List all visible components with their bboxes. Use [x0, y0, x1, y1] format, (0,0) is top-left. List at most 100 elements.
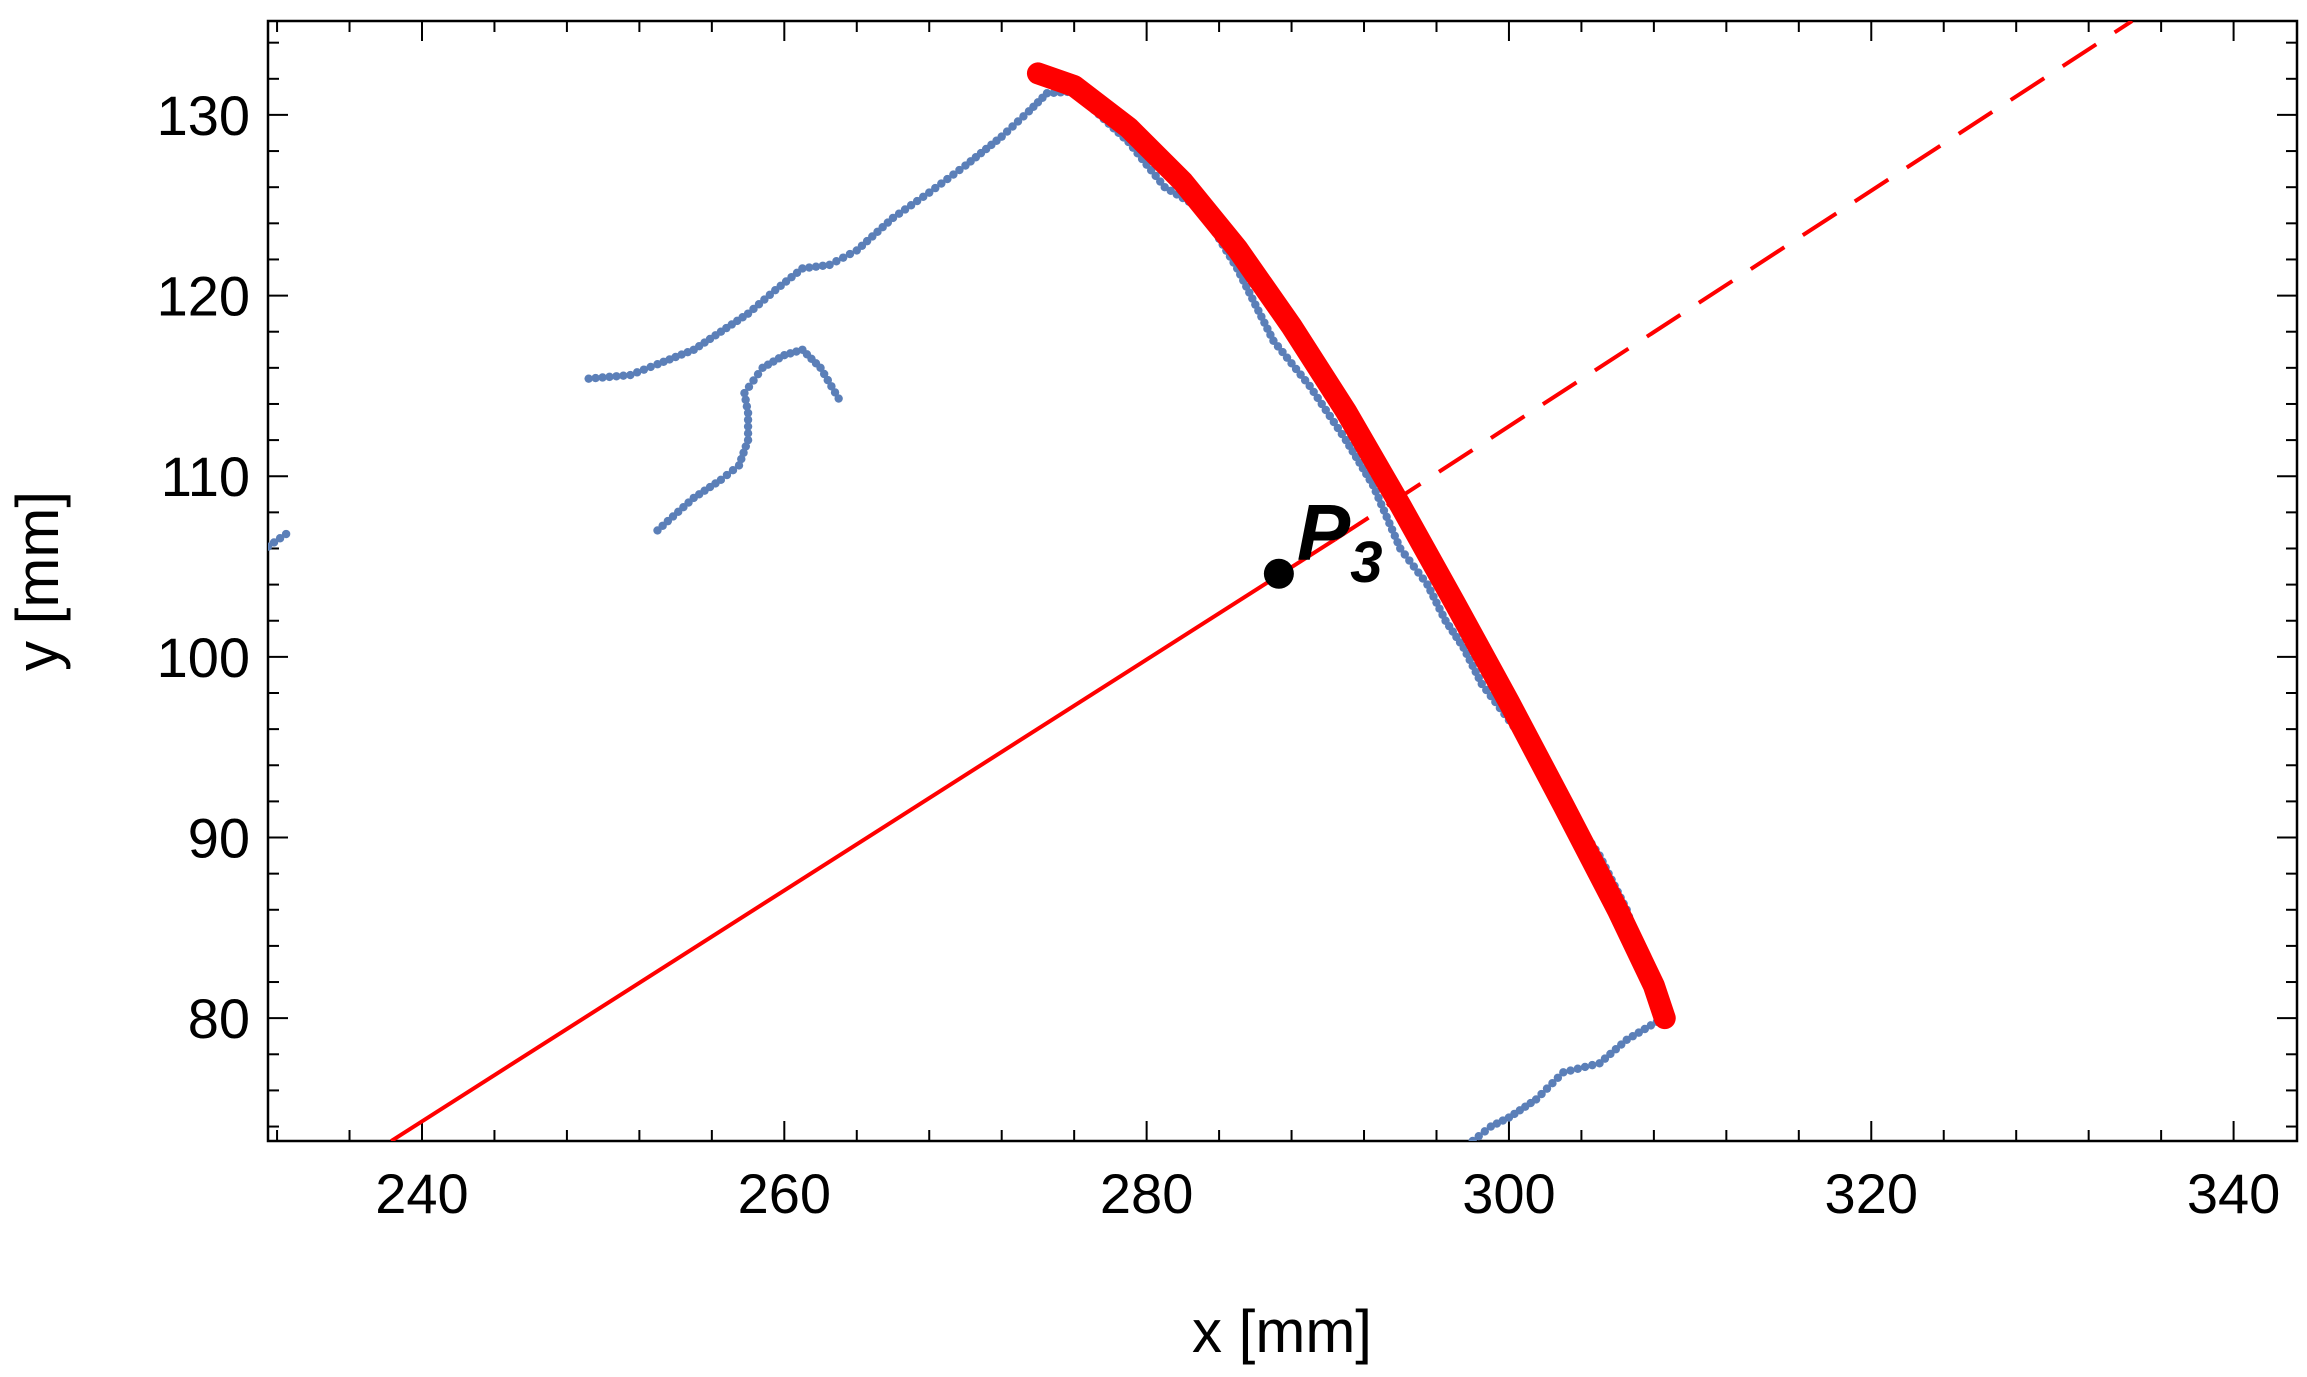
scan-point — [1300, 376, 1310, 385]
scan-point — [937, 179, 946, 188]
scan-point — [1405, 556, 1414, 565]
scan-point — [743, 415, 753, 424]
scan-point — [1468, 1136, 1477, 1141]
x-tick-label: 240 — [375, 1162, 468, 1225]
scan-point — [275, 534, 285, 543]
y-tick-label: 80 — [188, 987, 250, 1050]
scan-point — [1329, 417, 1339, 427]
scan-point — [1273, 342, 1283, 351]
scan-point — [1559, 1068, 1568, 1077]
scan-point — [1002, 127, 1012, 136]
x-axis-title: x [mm] — [1192, 1298, 1372, 1365]
scan-point — [1296, 370, 1305, 379]
x-tick-label: 280 — [1100, 1162, 1193, 1225]
scan-point — [1640, 1024, 1650, 1034]
scan-point — [598, 373, 607, 382]
scan-point — [819, 369, 829, 379]
scan-point — [949, 170, 958, 179]
scan-point — [1146, 166, 1156, 175]
scan-point — [1287, 359, 1296, 368]
y-tick-label: 120 — [157, 265, 250, 328]
scan-point — [906, 201, 916, 210]
scan-point — [827, 382, 836, 391]
scan-point — [743, 429, 753, 438]
scan-point — [834, 394, 843, 403]
scan-point — [832, 257, 841, 266]
ray-dashed-line — [1333, 21, 2134, 542]
y-tick-label: 100 — [157, 626, 250, 689]
y-tick-label: 90 — [188, 807, 250, 870]
scan-point — [1013, 117, 1023, 126]
scan-point — [1317, 399, 1326, 409]
scan-point — [918, 192, 928, 202]
scan-point — [1151, 171, 1160, 181]
scan-point — [612, 372, 621, 381]
scan-point — [805, 263, 814, 272]
scan-point — [1580, 1062, 1590, 1072]
scan-point — [743, 435, 753, 445]
scan-point — [742, 402, 752, 411]
scan-point — [1390, 531, 1400, 541]
scan-hook — [653, 345, 843, 535]
scan-point — [1269, 336, 1278, 345]
scan-point — [1377, 500, 1386, 509]
scan-point — [743, 309, 753, 318]
scan-point — [743, 408, 753, 418]
scan-point — [1400, 550, 1409, 559]
scan-point — [830, 388, 840, 397]
scan-point — [1414, 568, 1423, 577]
axis-tick-labels: 240 260 280 300 320 340 80 90 100 110 120 130 — [157, 84, 2281, 1225]
scan-point — [1019, 112, 1028, 121]
scan-point — [605, 372, 614, 382]
scan-point — [584, 374, 593, 383]
scan-point — [728, 466, 738, 475]
scan-point — [741, 442, 751, 451]
scan-point — [1622, 1035, 1631, 1045]
scan-point — [1474, 1131, 1483, 1141]
scan-points — [268, 87, 1668, 1141]
fitted-arc-curve — [1026, 62, 1676, 1030]
scan-point — [1480, 1127, 1489, 1136]
scan-point — [931, 183, 940, 193]
scan-point — [1333, 423, 1343, 433]
scan-point — [744, 382, 754, 392]
scan-point — [1382, 512, 1391, 522]
scan-point — [1337, 429, 1347, 439]
scan-point — [743, 422, 753, 431]
x-tick-label: 300 — [1462, 1162, 1555, 1225]
scan-point — [1325, 411, 1335, 421]
scan-point — [626, 370, 635, 380]
scan-point — [1385, 518, 1394, 528]
y-axis-title: y [mm] — [4, 491, 71, 671]
scan-point — [925, 188, 934, 197]
scan-point — [1291, 364, 1301, 374]
scan-point — [754, 300, 764, 309]
scan-point — [1282, 353, 1292, 362]
scan-point — [281, 529, 291, 539]
scan-point — [1393, 537, 1402, 547]
plot-area — [268, 21, 2134, 1141]
scan-point — [912, 196, 922, 206]
scan-point — [1278, 347, 1287, 357]
scan-point — [1477, 679, 1486, 689]
scan-point — [943, 174, 952, 184]
scan-point — [619, 371, 628, 380]
scan-point — [1646, 1021, 1656, 1030]
y-tick-label: 110 — [161, 445, 250, 508]
scan-point — [1305, 381, 1314, 391]
scan-point — [591, 373, 600, 383]
scan-point — [737, 454, 746, 464]
scan-point — [1387, 525, 1397, 534]
scan-upper-contour — [584, 87, 1079, 383]
scan-point — [1482, 685, 1491, 695]
scan-point — [997, 132, 1006, 141]
scan-point — [646, 362, 655, 372]
scan-point — [894, 209, 904, 218]
scan-point — [1313, 393, 1322, 403]
scan-point — [749, 304, 758, 314]
scan-point — [765, 290, 775, 300]
scan-point — [1379, 506, 1389, 515]
x-tick-label: 260 — [738, 1162, 831, 1225]
plot-frame — [266, 19, 2299, 1143]
